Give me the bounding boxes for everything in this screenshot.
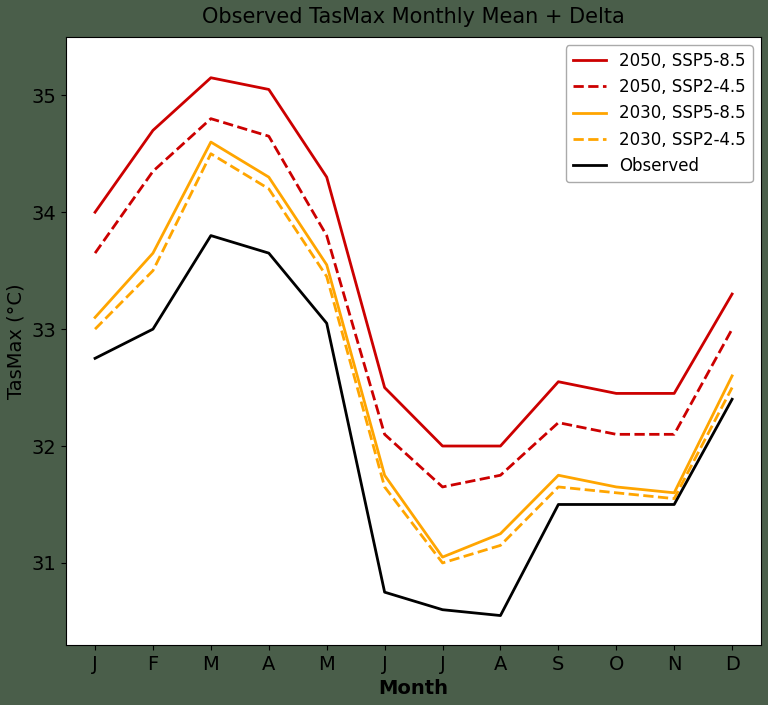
2050, SSP2-4.5 — [496, 471, 505, 479]
2050, SSP2-4.5 — [207, 114, 216, 123]
2050, SSP5-8.5 — [207, 73, 216, 82]
2050, SSP2-4.5 — [438, 483, 447, 491]
2030, SSP5-8.5 — [148, 249, 157, 257]
2030, SSP5-8.5 — [380, 471, 389, 479]
Observed — [727, 395, 737, 403]
2030, SSP5-8.5 — [438, 553, 447, 561]
2050, SSP5-8.5 — [727, 290, 737, 298]
2050, SSP2-4.5 — [670, 430, 679, 439]
Legend: 2050, SSP5-8.5, 2050, SSP2-4.5, 2030, SSP5-8.5, 2030, SSP2-4.5, Observed: 2050, SSP5-8.5, 2050, SSP2-4.5, 2030, SS… — [566, 45, 753, 182]
Observed — [438, 606, 447, 614]
2030, SSP2-4.5 — [148, 266, 157, 275]
Line: 2050, SSP2-4.5: 2050, SSP2-4.5 — [95, 118, 732, 487]
2030, SSP2-4.5 — [91, 325, 100, 333]
Observed — [207, 231, 216, 240]
Line: Observed: Observed — [95, 235, 732, 615]
Observed — [611, 501, 621, 509]
Line: 2030, SSP2-4.5: 2030, SSP2-4.5 — [95, 154, 732, 563]
2050, SSP2-4.5 — [91, 249, 100, 257]
2030, SSP5-8.5 — [554, 471, 563, 479]
2050, SSP2-4.5 — [148, 167, 157, 176]
2050, SSP5-8.5 — [496, 442, 505, 450]
2030, SSP2-4.5 — [727, 384, 737, 392]
Y-axis label: TasMax (°C): TasMax (°C) — [7, 283, 26, 398]
2030, SSP2-4.5 — [611, 489, 621, 497]
Observed — [496, 611, 505, 620]
2030, SSP2-4.5 — [264, 185, 273, 193]
2030, SSP2-4.5 — [670, 494, 679, 503]
2050, SSP2-4.5 — [322, 231, 331, 240]
2050, SSP5-8.5 — [438, 442, 447, 450]
2050, SSP5-8.5 — [264, 85, 273, 94]
2030, SSP2-4.5 — [207, 149, 216, 158]
Observed — [148, 325, 157, 333]
X-axis label: Month: Month — [379, 679, 449, 698]
2030, SSP2-4.5 — [496, 541, 505, 550]
Line: 2050, SSP5-8.5: 2050, SSP5-8.5 — [95, 78, 732, 446]
2030, SSP2-4.5 — [554, 483, 563, 491]
2030, SSP5-8.5 — [496, 529, 505, 538]
2030, SSP5-8.5 — [727, 372, 737, 380]
2050, SSP5-8.5 — [322, 173, 331, 181]
2050, SSP2-4.5 — [727, 325, 737, 333]
2050, SSP5-8.5 — [91, 208, 100, 216]
2050, SSP2-4.5 — [264, 132, 273, 140]
2030, SSP2-4.5 — [438, 558, 447, 567]
2030, SSP5-8.5 — [264, 173, 273, 181]
2030, SSP2-4.5 — [322, 272, 331, 281]
2050, SSP2-4.5 — [380, 430, 389, 439]
2050, SSP2-4.5 — [554, 418, 563, 427]
Title: Observed TasMax Monthly Mean + Delta: Observed TasMax Monthly Mean + Delta — [202, 7, 625, 27]
Observed — [264, 249, 273, 257]
2050, SSP2-4.5 — [611, 430, 621, 439]
2030, SSP2-4.5 — [380, 483, 389, 491]
Observed — [91, 354, 100, 362]
2030, SSP5-8.5 — [322, 261, 331, 269]
2050, SSP5-8.5 — [611, 389, 621, 398]
2030, SSP5-8.5 — [91, 313, 100, 321]
2030, SSP5-8.5 — [670, 489, 679, 497]
2050, SSP5-8.5 — [380, 384, 389, 392]
Observed — [554, 501, 563, 509]
Observed — [380, 588, 389, 596]
2030, SSP5-8.5 — [207, 137, 216, 146]
2050, SSP5-8.5 — [554, 377, 563, 386]
Line: 2030, SSP5-8.5: 2030, SSP5-8.5 — [95, 142, 732, 557]
2050, SSP5-8.5 — [670, 389, 679, 398]
2030, SSP5-8.5 — [611, 483, 621, 491]
2050, SSP5-8.5 — [148, 126, 157, 135]
Observed — [322, 319, 331, 328]
Observed — [670, 501, 679, 509]
